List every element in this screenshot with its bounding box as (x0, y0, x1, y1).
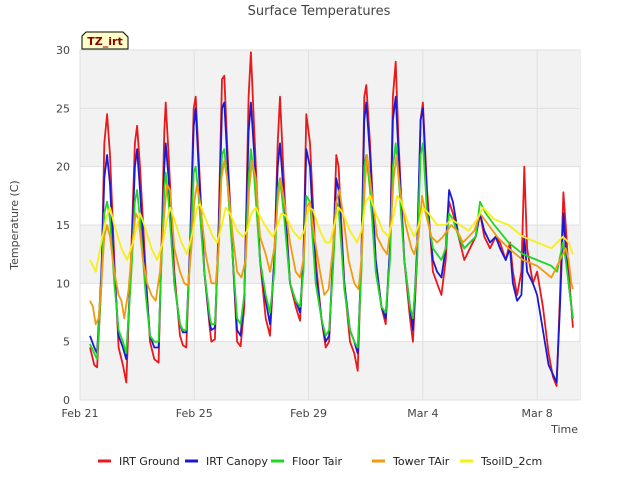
x-tick-label: Mar 4 (407, 407, 438, 420)
legend-item-irt-canopy: IRT Canopy (185, 455, 268, 468)
axes: 0 5 10 15 20 25 30 Feb 21 Feb 25 Feb 29 Mar 4 Mar 8 (56, 44, 553, 420)
y-tick-label: 10 (56, 277, 70, 290)
chart-title: Surface Temperatures (248, 4, 391, 19)
y-tick-label: 25 (56, 102, 70, 115)
y-tick-label: 20 (56, 161, 70, 174)
site-label-text: TZ_irt (87, 35, 122, 48)
series-line-tsoild-2cm (89, 194, 574, 273)
legend-label: IRT Canopy (206, 455, 268, 468)
y-tick-label: 5 (63, 336, 70, 349)
legend-label: Floor Tair (292, 455, 343, 468)
y-tick-label: 15 (56, 219, 70, 232)
x-tick-label: Mar 8 (522, 407, 553, 420)
x-tick-label: Feb 29 (290, 407, 327, 420)
y-tick-label: 30 (56, 44, 70, 57)
site-label-badge: TZ_irt (81, 31, 129, 50)
legend-item-tsoild-2cm: TsoilD_2cm (460, 455, 542, 468)
y-tick-label: 0 (63, 394, 70, 407)
series-line-floor-tair (89, 142, 574, 361)
plot-band (80, 341, 580, 400)
x-tick-label: Feb 21 (62, 407, 99, 420)
legend-item-irt-ground: IRT Ground (98, 455, 180, 468)
legend-item-floor-tair: Floor Tair (271, 455, 343, 468)
site-label-box (81, 31, 129, 50)
legend: IRT Ground IRT Canopy Floor Tair Tower TAir… (98, 455, 542, 468)
plot-band (80, 108, 580, 167)
x-axis-label: Time (550, 423, 578, 436)
legend-item-tower-tair: Tower TAir (372, 455, 450, 468)
y-axis-label: Temperature (C) (8, 180, 21, 270)
series-line-tower-tair (89, 154, 574, 326)
series-layer (89, 51, 574, 387)
legend-label: Tower TAir (392, 455, 450, 468)
legend-label: TsoilD_2cm (480, 455, 542, 468)
x-tick-label: Feb 25 (176, 407, 213, 420)
plot-band (80, 50, 580, 109)
legend-label: IRT Ground (119, 455, 180, 468)
